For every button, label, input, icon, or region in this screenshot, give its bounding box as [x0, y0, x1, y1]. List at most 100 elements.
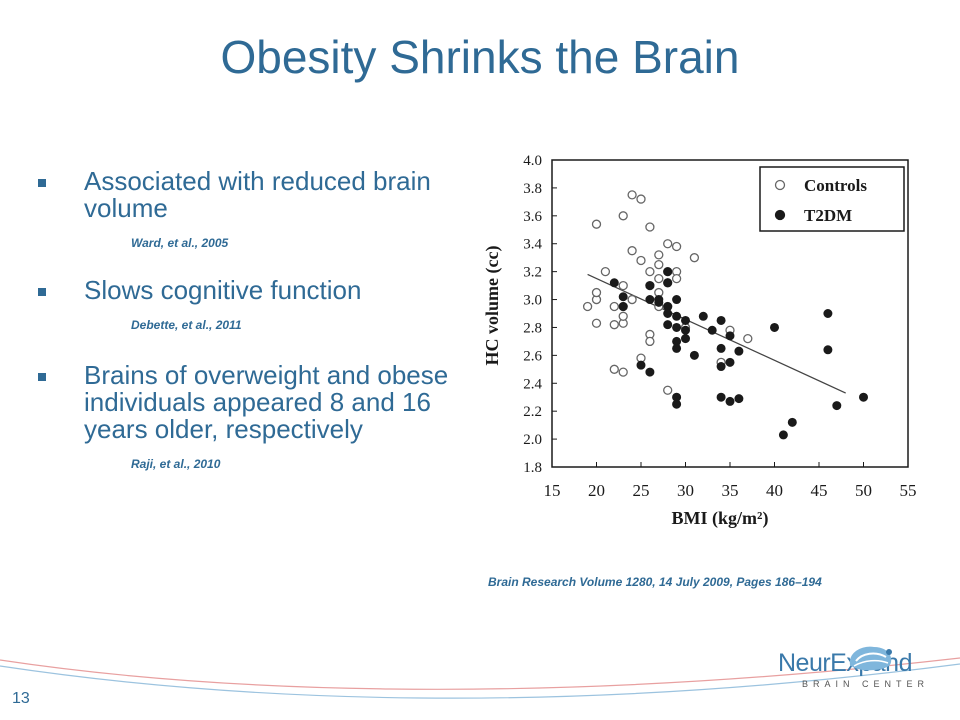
- control-point: [609, 320, 619, 330]
- t2dm-point: [698, 311, 708, 321]
- control-point: [663, 239, 673, 249]
- control-point: [591, 219, 602, 229]
- legend-label: T2DM: [804, 206, 852, 225]
- t2dm-point: [672, 311, 682, 321]
- t2dm-point: [689, 350, 699, 360]
- neurexpand-logo: NeurExpand BRAIN CENTER: [778, 645, 948, 695]
- control-point: [627, 246, 637, 256]
- x-tick-label: 50: [855, 481, 872, 500]
- t2dm-point: [672, 322, 682, 332]
- y-tick-label: 2.6: [523, 348, 542, 364]
- logo-subtitle: BRAIN CENTER: [802, 679, 930, 689]
- legend-label: Controls: [804, 176, 867, 195]
- control-point: [671, 273, 682, 284]
- x-tick-label: 40: [766, 481, 783, 500]
- control-point: [663, 385, 673, 395]
- control-point: [654, 260, 664, 270]
- t2dm-point: [725, 396, 735, 406]
- control-point: [645, 222, 655, 232]
- y-tick-label: 4.0: [523, 153, 542, 169]
- control-point: [609, 364, 619, 374]
- chart-source: Brain Research Volume 1280, 14 July 2009…: [488, 575, 822, 589]
- y-tick-label: 2.0: [523, 432, 542, 448]
- bullet-item: Associated with reduced brain volume War…: [34, 168, 454, 250]
- t2dm-point: [618, 292, 628, 302]
- t2dm-point: [609, 278, 619, 288]
- t2dm-point: [859, 392, 868, 402]
- t2dm-point: [716, 392, 726, 402]
- control-point: [627, 294, 637, 305]
- y-axis-label: HC volume (cc): [482, 246, 503, 366]
- control-point: [645, 336, 655, 347]
- t2dm-point: [734, 346, 744, 356]
- t2dm-point: [663, 278, 673, 288]
- y-tick-label: 2.4: [523, 376, 542, 392]
- t2dm-point: [832, 401, 842, 411]
- y-tick-label: 3.2: [523, 265, 542, 281]
- t2dm-point: [716, 315, 726, 325]
- y-tick-label: 1.8: [523, 460, 542, 476]
- x-tick-label: 25: [633, 481, 650, 500]
- bullet-citation: Raji, et al., 2010: [131, 457, 221, 471]
- page-number: 13: [12, 690, 30, 707]
- t2dm-point: [725, 357, 735, 367]
- bullet-item: Slows cognitive function Debette, et al.…: [34, 277, 454, 332]
- t2dm-point: [618, 302, 628, 312]
- bullet-text: Brains of overweight and obese individua…: [84, 360, 449, 444]
- t2dm-point: [681, 315, 690, 325]
- x-tick-label: 35: [722, 481, 739, 500]
- scatter-chart: 15 20 25 30 35 40 45 50 55 1.8 2.0 2.2 2.4 2.6 2.8 3.0 3…: [470, 140, 930, 545]
- t2dm-point: [645, 295, 655, 305]
- legend-box: [759, 166, 905, 232]
- t2dm-point: [707, 325, 717, 335]
- slide-title: Obesity Shrinks the Brain: [220, 31, 740, 83]
- control-point: [654, 250, 664, 260]
- t2dm-point: [770, 322, 779, 332]
- control-point: [645, 266, 655, 277]
- t2dm-point: [778, 430, 788, 440]
- t2dm-point: [787, 417, 797, 427]
- t2dm-point: [672, 343, 682, 353]
- x-axis-label: BMI (kg/m²): [672, 508, 769, 529]
- square-bullet-icon: [38, 288, 46, 296]
- t2dm-point: [654, 295, 664, 305]
- control-point: [636, 194, 646, 204]
- t2dm-point: [681, 325, 690, 335]
- bullet-text: Associated with reduced brain volume: [84, 166, 431, 223]
- t2dm-point: [681, 334, 690, 344]
- x-tick-label: 15: [544, 481, 561, 500]
- t2dm-point: [725, 331, 735, 341]
- y-tick-label: 3.0: [523, 293, 542, 309]
- t2dm-point: [823, 309, 833, 318]
- control-point: [671, 241, 682, 252]
- x-tick-label: 20: [588, 481, 605, 500]
- control-point: [689, 253, 700, 263]
- bullet-citation: Ward, et al., 2005: [131, 236, 229, 250]
- control-point: [600, 266, 611, 277]
- t2dm-point: [645, 281, 655, 291]
- y-tick-label: 3.4: [523, 237, 542, 253]
- decorative-swoosh: [0, 657, 960, 699]
- square-bullet-icon: [38, 373, 46, 381]
- bullet-list: Associated with reduced brain volume War…: [34, 168, 454, 471]
- x-tick-label: 30: [677, 481, 694, 500]
- control-point: [591, 318, 602, 328]
- y-tick-label: 2.8: [523, 320, 542, 336]
- bullet-text: Slows cognitive function: [84, 275, 362, 305]
- t2dm-point: [734, 394, 744, 404]
- square-bullet-icon: [38, 179, 46, 187]
- control-point: [582, 301, 593, 312]
- bullet-item: Brains of overweight and obese individua…: [34, 362, 454, 471]
- control-point: [609, 301, 619, 312]
- control-point: [627, 190, 637, 200]
- control-point: [591, 287, 602, 298]
- control-point: [618, 211, 628, 221]
- t2dm-point: [663, 320, 673, 330]
- trend-line: [587, 273, 846, 394]
- control-point: [618, 280, 628, 291]
- control-point: [618, 367, 628, 377]
- y-tick-label: 3.6: [523, 209, 542, 225]
- x-tick-label: 55: [900, 481, 917, 500]
- legend-marker: [774, 179, 786, 191]
- t2dm-point: [672, 295, 682, 305]
